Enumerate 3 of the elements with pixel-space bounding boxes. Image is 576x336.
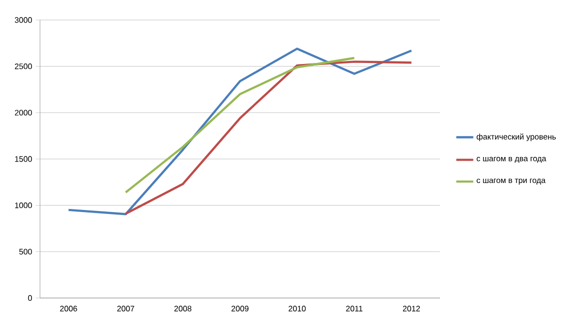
line-series xyxy=(67,48,413,216)
line-series xyxy=(124,60,413,215)
line-series xyxy=(124,56,356,194)
